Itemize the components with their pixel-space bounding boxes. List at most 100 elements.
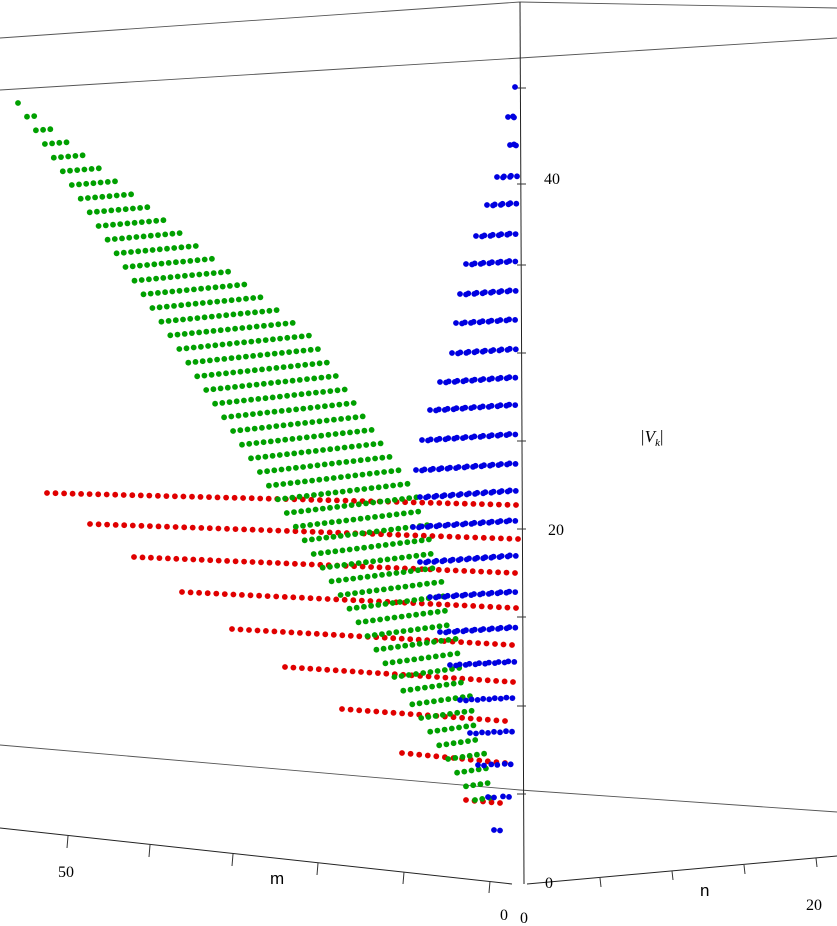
red-data-point bbox=[416, 751, 423, 758]
green-data-point bbox=[279, 350, 285, 356]
green-data-point bbox=[83, 180, 90, 187]
green-data-point bbox=[387, 644, 394, 651]
blue-data-point bbox=[488, 432, 495, 439]
green-data-point bbox=[219, 400, 226, 406]
green-data-point bbox=[352, 472, 359, 479]
green-data-point bbox=[133, 234, 140, 240]
green-data-point bbox=[368, 427, 375, 433]
green-data-point bbox=[395, 467, 402, 474]
red-data-point bbox=[249, 559, 256, 565]
green-data-point bbox=[303, 493, 310, 499]
green-data-point bbox=[174, 273, 181, 280]
green-data-point bbox=[393, 570, 400, 576]
blue-data-point bbox=[507, 761, 514, 768]
green-data-point bbox=[413, 611, 419, 618]
green-data-point bbox=[475, 766, 482, 773]
red-data-point bbox=[463, 534, 470, 541]
red-data-point bbox=[257, 495, 264, 502]
red-data-point bbox=[435, 566, 442, 573]
green-data-point bbox=[292, 523, 299, 530]
green-data-point bbox=[212, 284, 219, 291]
m-tick-label-0: 0 bbox=[500, 907, 508, 924]
blue-data-point bbox=[445, 435, 452, 442]
green-data-point bbox=[371, 632, 378, 638]
blue-data-point bbox=[498, 461, 504, 467]
red-data-point bbox=[129, 492, 136, 499]
m-tick-mark bbox=[148, 844, 151, 858]
blue-data-point bbox=[506, 487, 513, 494]
red-data-point bbox=[44, 490, 50, 496]
green-data-point bbox=[305, 448, 312, 455]
green-data-point bbox=[228, 297, 235, 304]
green-data-point bbox=[291, 450, 298, 457]
green-data-point bbox=[230, 369, 237, 376]
green-data-point bbox=[400, 687, 407, 694]
blue-data-point bbox=[506, 316, 512, 323]
green-data-point bbox=[470, 722, 477, 729]
green-data-point bbox=[368, 485, 375, 491]
blue-data-point bbox=[462, 520, 469, 527]
green-data-point bbox=[135, 248, 142, 255]
green-data-point bbox=[92, 194, 98, 201]
green-data-point bbox=[234, 282, 241, 289]
green-data-point bbox=[282, 495, 288, 502]
green-data-point bbox=[191, 286, 197, 293]
green-data-point bbox=[185, 301, 192, 308]
green-data-point bbox=[338, 416, 344, 422]
green-data-point bbox=[253, 381, 260, 388]
green-data-point bbox=[425, 654, 432, 661]
blue-data-point bbox=[471, 376, 478, 383]
green-data-point bbox=[282, 436, 289, 443]
red-data-point bbox=[155, 523, 162, 530]
red-data-point bbox=[282, 664, 288, 670]
blue-data-point bbox=[436, 522, 443, 529]
green-data-point bbox=[122, 264, 129, 270]
green-data-point bbox=[343, 576, 349, 583]
green-data-point bbox=[243, 295, 249, 302]
green-data-point bbox=[264, 351, 271, 358]
green-data-point bbox=[81, 166, 88, 173]
red-data-point bbox=[358, 597, 365, 604]
box-edge-top-front-right bbox=[519, 37, 837, 59]
red-data-point bbox=[434, 674, 440, 680]
red-data-point bbox=[403, 532, 410, 538]
green-data-point bbox=[257, 352, 264, 358]
red-data-point bbox=[275, 527, 282, 534]
green-data-point bbox=[399, 554, 405, 561]
green-data-point bbox=[185, 243, 192, 250]
red-data-point bbox=[103, 491, 110, 498]
green-data-point bbox=[307, 463, 314, 469]
green-data-point bbox=[169, 288, 176, 295]
red-data-point bbox=[69, 490, 76, 497]
blue-data-point bbox=[485, 730, 491, 736]
green-data-point bbox=[418, 715, 425, 721]
blue-data-point bbox=[417, 494, 423, 500]
green-data-point bbox=[452, 636, 459, 642]
green-data-point bbox=[354, 428, 361, 435]
green-data-point bbox=[350, 400, 357, 406]
green-data-point bbox=[246, 440, 253, 447]
green-data-point bbox=[443, 622, 450, 629]
green-data-point bbox=[144, 262, 151, 268]
green-data-point bbox=[347, 487, 353, 494]
green-data-point bbox=[441, 726, 448, 733]
blue-data-point bbox=[444, 592, 451, 599]
red-data-point bbox=[308, 496, 315, 503]
blue-data-point bbox=[456, 661, 463, 668]
green-data-point bbox=[407, 686, 414, 693]
red-data-point bbox=[300, 561, 307, 567]
green-data-point bbox=[196, 329, 203, 336]
red-data-point bbox=[470, 603, 477, 609]
green-data-point bbox=[318, 374, 325, 381]
green-data-point bbox=[158, 318, 165, 325]
red-data-point bbox=[444, 601, 451, 608]
red-data-point bbox=[356, 707, 363, 714]
blue-data-point bbox=[471, 404, 477, 410]
green-data-point bbox=[219, 341, 226, 348]
green-data-point bbox=[59, 168, 66, 175]
red-data-point bbox=[513, 605, 519, 611]
green-data-point bbox=[187, 258, 194, 264]
red-data-point bbox=[322, 631, 329, 638]
green-data-point bbox=[356, 443, 362, 449]
green-data-point bbox=[353, 604, 360, 611]
